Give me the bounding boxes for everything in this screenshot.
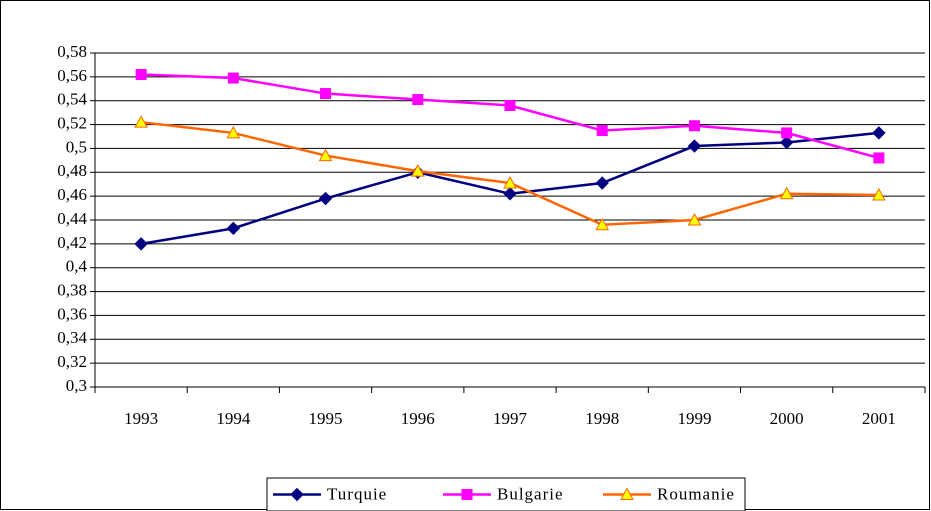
data-point [595, 217, 610, 231]
y-tick-label: 0,32 [57, 352, 87, 371]
data-point [410, 164, 425, 177]
y-tick-label: 0,42 [57, 233, 87, 252]
y-tick-label: 0,54 [57, 90, 87, 109]
legend-marker [461, 489, 473, 500]
data-point [872, 187, 886, 201]
y-tick-label: 0,46 [57, 185, 87, 204]
x-tick-label: 1996 [401, 409, 435, 428]
data-point [134, 115, 148, 128]
data-point [134, 237, 148, 251]
data-point [503, 175, 517, 189]
data-point [135, 68, 147, 80]
y-tick-label: 0,36 [57, 304, 87, 323]
y-tick-label: 0,58 [57, 42, 87, 61]
x-tick-label: 1994 [216, 409, 251, 428]
y-tick-label: 0,3 [66, 376, 87, 395]
legend-marker [290, 487, 304, 502]
y-tick-label: 0,52 [57, 113, 87, 132]
x-tick-label: 2000 [770, 409, 804, 428]
data-point [873, 152, 885, 164]
legend-label: Bulgarie [497, 484, 564, 503]
data-point [596, 125, 608, 137]
data-point [595, 176, 609, 190]
y-tick-label: 0,44 [57, 209, 87, 228]
data-point [779, 186, 794, 200]
data-point [503, 187, 517, 201]
y-tick-label: 0,48 [57, 161, 87, 180]
data-point [779, 135, 794, 150]
data-point [504, 99, 516, 111]
x-tick-label: 1993 [124, 409, 158, 428]
data-point [226, 221, 241, 236]
legend-box [266, 477, 746, 511]
data-point [687, 212, 702, 226]
data-point [781, 127, 793, 139]
legend-label: Roumanie [657, 484, 735, 503]
y-tick-label: 0,4 [66, 257, 88, 276]
data-point [226, 125, 241, 139]
data-point [688, 120, 700, 132]
y-tick-label: 0,34 [57, 328, 87, 347]
x-tick-label: 1999 [677, 409, 711, 428]
data-point [318, 148, 333, 162]
x-tick-label: 1997 [493, 409, 528, 428]
x-tick-label: 2001 [862, 409, 896, 428]
data-point [318, 191, 333, 206]
y-tick-label: 0,38 [57, 280, 87, 299]
y-tick-label: 0,5 [66, 137, 87, 156]
data-point [227, 72, 239, 84]
x-tick-label: 1998 [585, 409, 619, 428]
data-point [687, 139, 702, 153]
legend-marker [620, 487, 634, 500]
data-point [412, 94, 424, 106]
x-tick-label: 1995 [309, 409, 343, 428]
legend-label: Turquie [327, 484, 387, 503]
y-tick-label: 0,56 [57, 66, 87, 85]
data-point [872, 126, 886, 140]
data-point [320, 88, 332, 100]
